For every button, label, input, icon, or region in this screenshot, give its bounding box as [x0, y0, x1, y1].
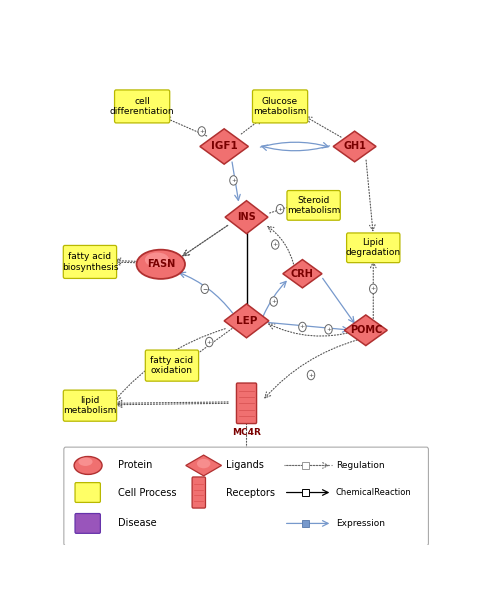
Text: cell
differentiation: cell differentiation [109, 97, 174, 116]
Text: +: + [325, 327, 330, 332]
Text: −: − [202, 286, 207, 291]
Text: +: + [308, 373, 313, 378]
Polygon shape [200, 129, 248, 164]
Polygon shape [225, 201, 267, 234]
Text: FASN: FASN [146, 259, 175, 269]
Ellipse shape [78, 457, 92, 466]
FancyBboxPatch shape [145, 350, 198, 381]
Ellipse shape [136, 250, 185, 279]
Text: Glucose
metabolism: Glucose metabolism [253, 97, 306, 116]
Text: Receptors: Receptors [226, 488, 275, 498]
Text: +: + [299, 324, 304, 329]
Circle shape [276, 204, 283, 214]
FancyBboxPatch shape [224, 467, 268, 500]
Text: +: + [199, 129, 204, 134]
Text: Regulation: Regulation [335, 461, 384, 470]
Circle shape [198, 127, 205, 136]
Text: Protein: Protein [118, 460, 152, 471]
Text: +: + [272, 242, 277, 247]
Text: fatty acid
oxidation: fatty acid oxidation [150, 356, 193, 375]
Text: body
weight: body weight [228, 474, 264, 493]
Text: Ligands: Ligands [226, 460, 264, 471]
Ellipse shape [196, 459, 210, 468]
Circle shape [201, 284, 208, 294]
Bar [301, 461, 309, 469]
FancyBboxPatch shape [75, 483, 100, 502]
Text: +: + [370, 286, 375, 291]
FancyBboxPatch shape [192, 477, 205, 508]
FancyBboxPatch shape [287, 190, 339, 220]
Text: Disease: Disease [118, 518, 156, 528]
Ellipse shape [144, 253, 169, 267]
Text: +: + [206, 340, 211, 345]
Text: +: + [271, 299, 276, 304]
FancyBboxPatch shape [63, 245, 116, 278]
Polygon shape [333, 131, 375, 162]
Text: MC4R: MC4R [231, 428, 261, 437]
Text: CRH: CRH [290, 269, 313, 278]
Circle shape [271, 240, 278, 249]
Text: Cell Process: Cell Process [118, 488, 176, 498]
FancyBboxPatch shape [346, 233, 399, 263]
Circle shape [269, 297, 277, 306]
FancyBboxPatch shape [63, 390, 116, 421]
Polygon shape [224, 304, 268, 338]
Text: LEP: LEP [235, 316, 257, 326]
Circle shape [205, 337, 213, 347]
FancyBboxPatch shape [75, 513, 100, 533]
Bar [301, 489, 309, 496]
Text: +: + [230, 178, 236, 183]
Text: ChemicalReaction: ChemicalReaction [335, 488, 411, 497]
Polygon shape [282, 259, 321, 288]
FancyBboxPatch shape [236, 383, 256, 424]
Text: IGF1: IGF1 [210, 141, 237, 152]
Text: POMC: POMC [349, 325, 381, 335]
Circle shape [307, 370, 314, 379]
Circle shape [369, 284, 376, 294]
Ellipse shape [74, 457, 102, 474]
Text: INS: INS [237, 212, 255, 222]
Text: Lipid
degradation: Lipid degradation [345, 238, 400, 258]
Text: GH1: GH1 [342, 141, 365, 152]
FancyBboxPatch shape [252, 90, 307, 123]
Text: +: + [277, 207, 282, 212]
Text: lipid
metabolism: lipid metabolism [63, 396, 116, 416]
FancyBboxPatch shape [114, 90, 169, 123]
Polygon shape [344, 315, 386, 346]
Circle shape [298, 323, 306, 332]
Circle shape [324, 324, 332, 334]
Polygon shape [185, 455, 221, 476]
Text: Steroid
metabolism: Steroid metabolism [287, 196, 339, 215]
Text: fatty acid
biosynthesis: fatty acid biosynthesis [61, 252, 118, 272]
Circle shape [229, 176, 237, 185]
Bar [301, 520, 308, 527]
Text: Expression: Expression [335, 519, 384, 528]
FancyBboxPatch shape [64, 447, 428, 546]
